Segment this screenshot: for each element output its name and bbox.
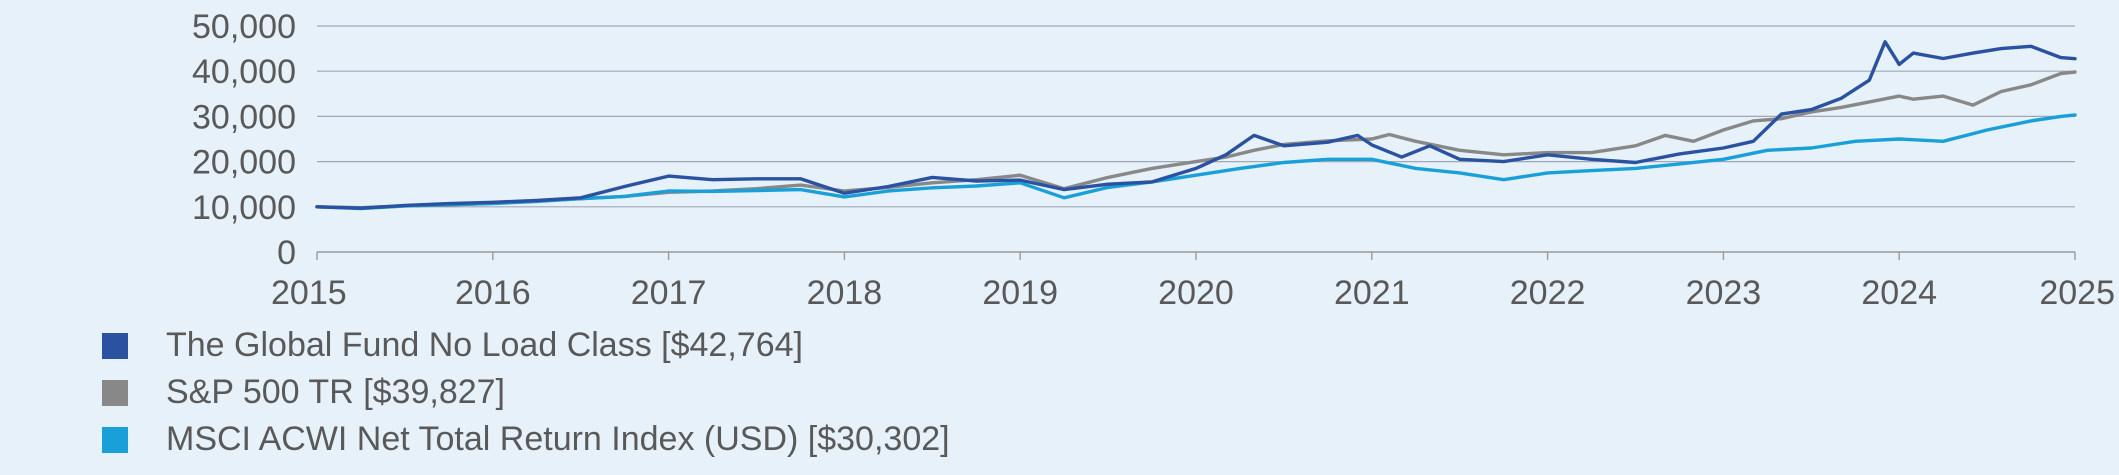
series-line-global-fund — [315, 40, 2077, 210]
legend-label-msci-acwi: MSCI ACWI Net Total Return Index (USD) [… — [166, 420, 950, 458]
series-lines — [315, 40, 2077, 211]
x-tick-label: 2017 — [631, 274, 707, 312]
y-tick-label: 50,000 — [192, 8, 296, 46]
legend-label-global-fund: The Global Fund No Load Class [$42,764] — [166, 326, 803, 364]
legend-item-sp500: S&P 500 TR [$39,827] — [102, 369, 950, 416]
x-tick-label: 2016 — [455, 274, 531, 312]
legend-swatch-msci-acwi — [102, 426, 128, 453]
x-tick-label: 2022 — [1510, 274, 1586, 312]
x-tick-label: 2023 — [1686, 274, 1762, 312]
legend-swatch-sp500 — [102, 379, 128, 406]
series-line-msci-acwi — [315, 113, 2077, 211]
legend-item-global-fund: The Global Fund No Load Class [$42,764] — [102, 322, 950, 369]
x-tick-label: 2019 — [982, 274, 1058, 312]
series-line-sp500 — [315, 70, 2077, 210]
legend-label-sp500: S&P 500 TR [$39,827] — [166, 373, 505, 411]
x-axis-ticks: 2015 2016 2017 2018 2019 2020 2021 2022 2023 2024… — [271, 252, 2115, 312]
legend-swatch-global-fund — [102, 332, 128, 359]
x-tick-label: 2018 — [807, 274, 883, 312]
y-axis-ticks: 0 10,000 20,000 30,000 40,000 50,000 — [192, 8, 296, 272]
x-tick-label: 2025 — [2039, 274, 2115, 312]
x-tick-label: 2024 — [1861, 274, 1937, 312]
y-tick-label: 0 — [277, 234, 296, 272]
x-tick-label: 2015 — [271, 274, 347, 312]
x-tick-label: 2020 — [1158, 274, 1234, 312]
y-tick-label: 40,000 — [192, 53, 296, 91]
x-tick-label: 2021 — [1334, 274, 1410, 312]
legend: The Global Fund No Load Class [$42,764] … — [102, 322, 950, 463]
legend-item-msci-acwi: MSCI ACWI Net Total Return Index (USD) [… — [102, 416, 950, 463]
gridlines — [317, 25, 2075, 253]
y-tick-label: 30,000 — [192, 98, 296, 136]
y-tick-label: 10,000 — [192, 189, 296, 227]
y-tick-label: 20,000 — [192, 144, 296, 182]
